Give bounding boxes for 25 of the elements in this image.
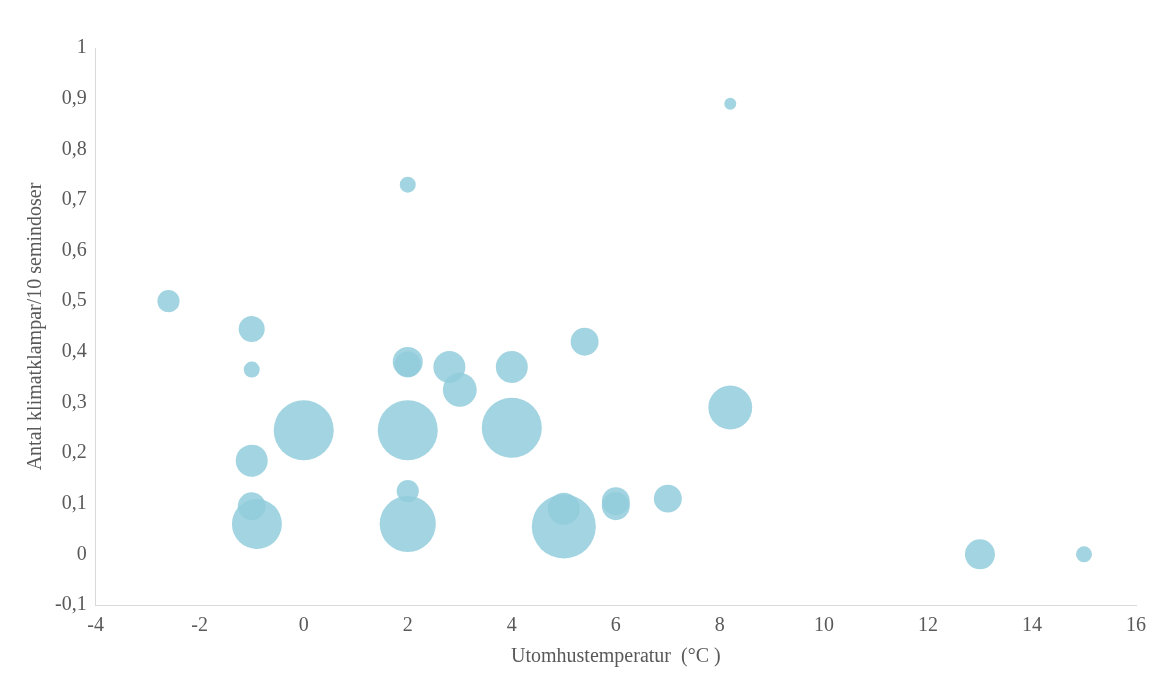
x-tick-label: 10 [813,613,834,636]
y-axis-title: Antal klimatklampar/10 semindoser [23,182,47,471]
y-tick-label: 0,4 [61,339,87,362]
y-tick-label: 0,8 [61,136,87,159]
y-tick-label: 1 [76,35,87,58]
x-tick-label: 6 [610,613,621,636]
x-tick-label: 2 [402,613,413,636]
x-axis-title: Utomhustemperatur (°C ) [511,644,721,668]
x-tick-label: -2 [191,613,209,636]
y-tick-label: 0,7 [61,187,87,210]
y-tick-label: 0,6 [61,237,87,260]
y-tick-label: 0,3 [61,389,87,412]
y-tick-label: 0 [76,541,87,564]
x-tick-label: 0 [298,613,309,636]
x-tick-label: 14 [1021,613,1042,636]
x-tick-label: 12 [917,613,938,636]
x-tick-label: 4 [506,613,517,636]
y-tick-label: 0,1 [61,490,87,513]
y-tick-label: 0,5 [61,288,87,311]
y-tick-label: -0,1 [54,592,87,615]
y-tick-label: 0,9 [61,85,87,108]
y-tick-label: 0,2 [61,440,87,463]
x-tick-label: 16 [1126,613,1146,636]
x-tick-label: 8 [714,613,725,636]
x-tick-label: -4 [87,613,104,636]
